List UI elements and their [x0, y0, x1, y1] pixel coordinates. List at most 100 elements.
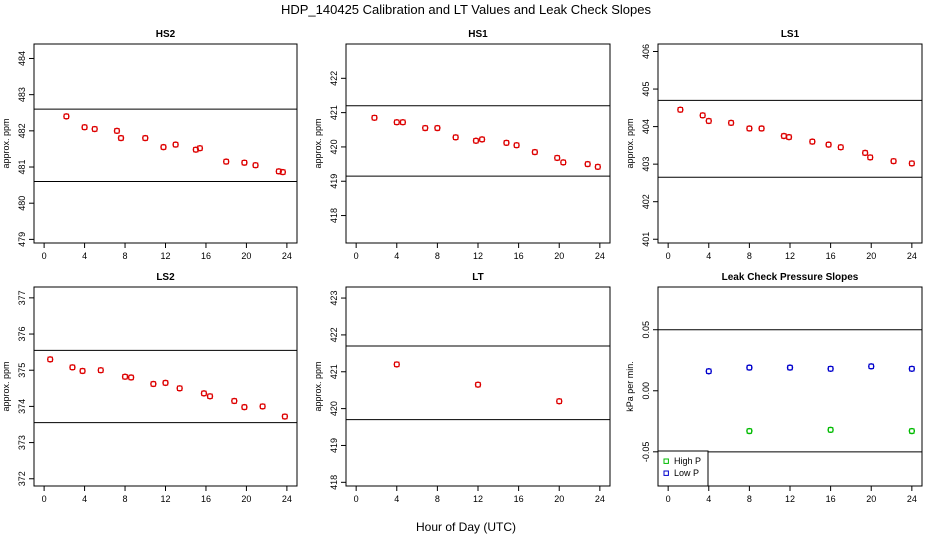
- chart-lt-point-square: [556, 398, 562, 404]
- chart-hs1-point-square: [434, 125, 441, 131]
- chart-lt-x-tick-label: 20: [554, 494, 564, 504]
- chart-ls2-point-ls2: [97, 367, 104, 374]
- chart-leak-point-square: [909, 366, 915, 372]
- chart-hs1-point-square: [400, 119, 406, 125]
- chart-ls1-point-square: [867, 154, 873, 161]
- chart-hs1-point-square: [394, 119, 400, 125]
- chart-lt-y-tick-label: 420: [329, 401, 339, 416]
- chart-leak-point-square: [706, 368, 712, 374]
- chart-hs2-point-square: [81, 124, 88, 130]
- chart-leak-point-square: [827, 427, 834, 433]
- chart-ls2-x-tick-label: 0: [42, 494, 47, 504]
- chart-hs2-point-hs2: [222, 158, 230, 165]
- chart-lt-point-square: [475, 381, 481, 388]
- chart-ls2-x-tick-label: 8: [123, 494, 128, 504]
- chart-lt-y-tick-label: 419: [329, 438, 339, 453]
- chart-hs1-point-hs1: [513, 142, 520, 149]
- chart-hs2-point-square: [142, 135, 148, 141]
- chart-hs1-point-hs1: [422, 124, 429, 132]
- chart-hs1-point-hs1: [371, 114, 378, 121]
- chart-hs1-x-tick-label: 24: [595, 251, 605, 261]
- chart-leak: Leak Check Pressure Slopes 0 4 8 12 16 20 24 -0.…: [625, 272, 923, 504]
- chart-lt-x-tick-label: 8: [435, 494, 440, 504]
- chart-ls1-y-tick-label: 403: [641, 157, 651, 172]
- chart-ls2-point-ls2: [259, 403, 266, 410]
- chart-ls1-point-square: [728, 120, 734, 126]
- chart-hs1-y-tick-label: 422: [329, 71, 339, 86]
- chart-hs2-point-square: [63, 113, 70, 120]
- chart-hs1-y-tick-label: 420: [329, 139, 339, 154]
- chart-lt-y-axis-label: approx. ppm: [313, 361, 323, 411]
- chart-ls2-point-ls2: [46, 356, 54, 363]
- chart-leak-x-tick-label: 20: [866, 494, 876, 504]
- chart-ls2-x-tick-label: 4: [82, 494, 87, 504]
- chart-ls2-plot-frame: [33, 286, 298, 487]
- chart-ls1-point-square: [746, 125, 753, 132]
- chart-lt-x-tick-label: 16: [514, 494, 524, 504]
- chart-hs1-x-tick-label: 12: [473, 251, 483, 261]
- chart-leak-point-square: [909, 428, 915, 434]
- chart-ls2-point-ls2: [206, 393, 214, 400]
- chart-ls2-point-square: [259, 403, 266, 410]
- chart-ls2-point-square: [201, 390, 207, 397]
- chart-leak-title: Leak Check Pressure Slopes: [722, 272, 859, 283]
- chart-ls2-y-tick-label: 375: [17, 363, 27, 378]
- chart-hs2-point-square: [118, 135, 124, 141]
- chart-hs1-point-hs1: [434, 124, 441, 132]
- chart-ls1-point-ls1: [825, 141, 832, 148]
- chart-ls1-point-ls1: [809, 138, 816, 145]
- chart-leak-point-high-p: [746, 427, 753, 435]
- chart-ls1-point-square: [909, 160, 915, 167]
- chart-hs2-point-square: [114, 128, 120, 134]
- chart-hs1-point-hs1: [399, 119, 407, 126]
- chart-hs1-point-hs1: [554, 154, 561, 162]
- chart-hs2-point-hs2: [91, 125, 98, 133]
- chart-ls1-point-square: [758, 125, 765, 132]
- chart-leak-point-square: [746, 428, 753, 434]
- chart-hs2-point-hs2: [117, 134, 125, 142]
- chart-ls2-y-tick-label: 372: [17, 471, 27, 486]
- chart-hs2-point-hs2: [196, 145, 204, 152]
- chart-ls2-x-tick-label: 12: [160, 494, 170, 504]
- chart-leak-y-tick-label: -0.05: [641, 442, 651, 463]
- chart-hs1-x-tick-label: 8: [435, 251, 440, 261]
- chart-hs1-point-square: [560, 159, 566, 166]
- chart-ls2-point-ls2: [162, 379, 169, 387]
- chart-ls2-point-ls2: [200, 390, 208, 397]
- chart-ls2-x-tick-label: 24: [282, 494, 292, 504]
- chart-hs1-point-square: [371, 115, 378, 121]
- chart-ls2-point-square: [122, 374, 128, 380]
- chart-leak-y-tick-label: 0.00: [641, 382, 651, 400]
- chart-ls2-point-square: [47, 356, 53, 363]
- chart-hs2-point-square: [172, 141, 179, 148]
- chart-lt-y-tick-label: 422: [329, 327, 339, 342]
- chart-ls1-point-ls1: [780, 132, 788, 140]
- chart-lt-x-tick-label: 0: [354, 494, 359, 504]
- chart-hs1-point-square: [595, 164, 601, 170]
- chart-hs1-point-square: [503, 140, 510, 146]
- chart-ls1-x-tick-label: 16: [826, 251, 836, 261]
- chart-ls1-y-tick-label: 402: [641, 194, 651, 209]
- chart-hs2-x-tick-label: 16: [201, 251, 211, 261]
- chart-hs2: HS2 0 4 8 12 16 20 24 479 480 481 482 483 484 approx. …: [1, 29, 298, 261]
- chart-hs1-point-square: [554, 155, 560, 161]
- chart-ls2-point-square: [128, 374, 134, 381]
- chart-leak-point-square: [787, 364, 793, 371]
- chart-hs1-point-hs1: [594, 163, 602, 171]
- chart-ls1-y-axis-label: approx. ppm: [625, 118, 635, 168]
- chart-hs1-point-square: [584, 161, 591, 167]
- chart-ls2: LS2 0 4 8 12 16 20 24 372 373 374 375 376 377 approx. …: [1, 272, 298, 504]
- chart-ls2-point-square: [176, 385, 183, 392]
- chart-hs2-y-tick-label: 482: [17, 123, 27, 138]
- chart-ls2-point-ls2: [281, 413, 289, 420]
- chart-hs2-x-tick-label: 0: [42, 251, 47, 261]
- chart-ls2-point-ls2: [121, 373, 129, 380]
- chart-ls1-point-ls1: [785, 133, 793, 141]
- chart-hs2-point-hs2: [241, 159, 248, 166]
- chart-hs2-point-square: [241, 159, 248, 166]
- chart-hs2-y-axis-label: approx. ppm: [1, 118, 11, 168]
- chart-hs2-point-square: [91, 126, 98, 132]
- chart-lt-y-tick-label: 423: [329, 291, 339, 306]
- chart-hs2-point-square: [280, 169, 286, 175]
